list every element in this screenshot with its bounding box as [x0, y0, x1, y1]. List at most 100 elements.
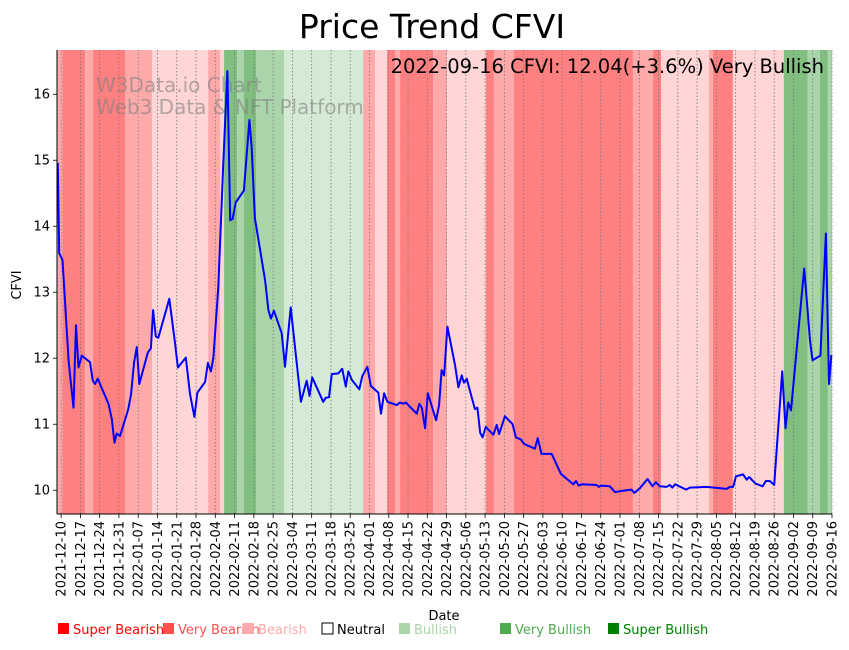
legend-label: Super Bearish [73, 623, 164, 638]
legend-marker [321, 622, 334, 635]
legend-item: Super Bullish [608, 623, 708, 638]
legend-item: Bearish [243, 623, 307, 638]
band-super-bearish [387, 50, 396, 514]
x-tick-label: 2021-12-17 [74, 521, 89, 597]
legend-marker [243, 623, 254, 634]
latest-value-annotation: 2022-09-16 CFVI: 12.04(+3.6%) Very Bulli… [391, 55, 824, 78]
band-very-bearish [708, 50, 713, 514]
band-super-bearish [712, 50, 733, 514]
watermark: W3Data.io Chart Web3 Data & NFT Platform [96, 73, 364, 119]
band-super-bullish [224, 50, 238, 514]
legend-marker [500, 623, 511, 634]
y-tick-label: 15 [33, 154, 50, 169]
band-very-bullish [827, 50, 832, 514]
legend-item: Bullish [399, 623, 457, 638]
axes: 2021-12-10 2021-12-17 2021-12-24 2021-12-31… [33, 50, 841, 597]
legend-marker [163, 623, 174, 634]
x-tick-label: 2022-02-25 [267, 521, 282, 597]
x-tick-label: 2022-05-06 [459, 521, 474, 597]
legend-label: Neutral [337, 623, 385, 638]
x-tick-label: 2022-03-11 [305, 521, 320, 597]
band-very-bearish [85, 50, 94, 514]
band-super-bearish [653, 50, 662, 514]
legend-item: Very Bearish [163, 623, 260, 638]
legend-label: Bullish [414, 623, 457, 638]
x-tick-label: 2021-12-10 [55, 521, 70, 597]
band-very-bullish [807, 50, 820, 514]
x-tick-label: 2022-01-28 [190, 521, 205, 597]
x-tick-label: 2022-06-03 [536, 521, 551, 597]
y-tick-label: 14 [33, 220, 50, 235]
x-tick-label: 2022-03-25 [344, 521, 359, 597]
x-tick-label: 2022-06-17 [575, 521, 590, 597]
band-super-bearish [62, 50, 86, 514]
x-tick-label: 2022-07-29 [691, 521, 706, 597]
legend-label: Bearish [258, 623, 307, 638]
legend-item: Super Bearish [58, 623, 164, 638]
x-tick-label: 2022-01-14 [151, 521, 166, 597]
watermark-line-2: Web3 Data & NFT Platform [96, 95, 364, 119]
band-super-bearish [485, 50, 494, 514]
band-very-bearish [433, 50, 448, 514]
band-bullish [284, 50, 364, 514]
band-bearish [447, 50, 486, 514]
band-very-bullish [256, 50, 285, 514]
band-super-bearish [400, 50, 434, 514]
band-bearish [732, 50, 784, 514]
x-tick-label: 2022-07-15 [652, 521, 667, 597]
band-super-bearish [93, 50, 126, 514]
band-bearish [661, 50, 709, 514]
x-tick-label: 2021-12-24 [93, 521, 108, 597]
x-tick-label: 2022-02-04 [209, 521, 224, 597]
band-super-bearish [514, 50, 633, 514]
legend-marker [608, 623, 619, 634]
x-tick-label: 2022-07-01 [614, 521, 629, 597]
x-tick-label: 2022-01-07 [132, 521, 147, 597]
band-very-bearish [363, 50, 375, 514]
x-tick-label: 2022-01-21 [170, 521, 185, 597]
x-tick-label: 2022-07-22 [671, 521, 686, 597]
vertical-gridlines [60, 50, 833, 514]
x-tick-label: 2022-04-01 [363, 521, 378, 597]
x-tick-label: 2022-05-13 [479, 521, 494, 597]
sentiment-bands [57, 50, 832, 514]
x-tick-label: 2022-09-02 [787, 521, 802, 597]
band-very-bearish [57, 50, 63, 514]
watermark-line-1: W3Data.io Chart [96, 73, 262, 97]
x-tick-label: 2022-08-26 [768, 521, 783, 597]
x-tick-label: 2022-04-29 [440, 521, 455, 597]
legend-marker [399, 623, 410, 634]
band-very-bearish [395, 50, 401, 514]
x-tick-label: 2022-04-15 [402, 521, 417, 597]
y-tick-label: 10 [33, 484, 50, 499]
x-tick-label: 2022-05-27 [517, 521, 532, 597]
legend-item: Very Bullish [500, 623, 591, 638]
x-tick-label: 2022-06-10 [556, 521, 571, 597]
x-tick-label: 2022-08-05 [710, 521, 725, 597]
band-very-bearish [493, 50, 515, 514]
y-tick-label: 13 [33, 286, 50, 301]
x-tick-label: 2022-06-24 [594, 521, 609, 597]
x-tick-label: 2021-12-31 [112, 521, 127, 597]
x-tick-label: 2022-09-09 [806, 521, 821, 597]
x-tick-label: 2022-08-19 [748, 521, 763, 597]
band-bearish [151, 50, 209, 514]
y-tick-label: 16 [33, 88, 50, 103]
x-tick-label: 2022-05-20 [498, 521, 513, 597]
x-tick-label: 2022-03-18 [324, 521, 339, 597]
x-tick-label: 2022-09-16 [826, 521, 841, 597]
legend-marker [58, 623, 69, 634]
x-tick-label: 2022-02-11 [228, 521, 243, 597]
x-tick-label: 2022-07-08 [633, 521, 648, 597]
y-axis-label: CFVI [10, 270, 25, 299]
band-bearish [374, 50, 388, 514]
chart-title: Price Trend CFVI [299, 7, 565, 46]
legend-label: Very Bearish [178, 623, 260, 638]
x-tick-label: 2022-04-08 [382, 521, 397, 597]
cfvi-series-line [56, 70, 833, 494]
x-tick-label: 2022-02-18 [247, 521, 262, 597]
x-tick-label: 2022-04-22 [421, 521, 436, 597]
x-tick-label: 2022-08-12 [729, 521, 744, 597]
